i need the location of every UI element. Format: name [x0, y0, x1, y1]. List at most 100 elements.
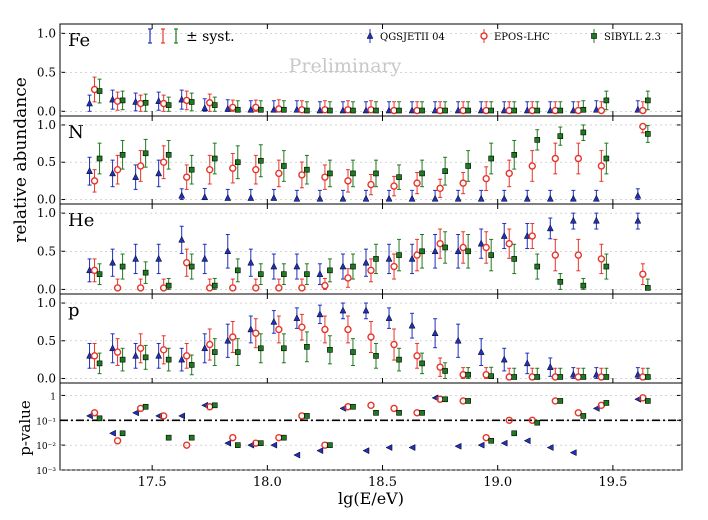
data-point-circle: [275, 105, 283, 113]
data-point-square: [396, 107, 402, 114]
data-point-circle: [298, 284, 306, 292]
data-point-square: [142, 354, 149, 361]
data-point-square: [304, 107, 310, 114]
data-point-square: [281, 345, 287, 352]
y-tick-label: 1.0: [37, 26, 56, 40]
data-point-triangle: [408, 254, 416, 262]
data-point-square: [465, 163, 471, 169]
pvalue-point-triangle: [454, 442, 462, 450]
pvalue-point-circle: [390, 404, 398, 413]
data-point-triangle: [201, 254, 209, 262]
data-point-triangle: [500, 194, 508, 202]
y-tick-label: 0.0: [37, 193, 56, 207]
data-point-square: [557, 278, 564, 285]
data-point-square: [327, 267, 333, 274]
data-point-square: [396, 174, 402, 180]
data-point-circle: [344, 274, 352, 282]
data-point-triangle: [86, 167, 93, 174]
data-point-square: [419, 170, 425, 177]
data-point-square: [327, 107, 333, 114]
data-point-triangle: [316, 270, 324, 277]
pvalue-point-circle: [482, 433, 490, 442]
data-point-triangle: [109, 258, 116, 266]
data-point-square: [165, 151, 172, 158]
data-point-circle: [229, 284, 237, 292]
data-point-circle: [298, 171, 306, 179]
y-tick-label: 0.5: [37, 155, 56, 169]
pvalue-point-triangle: [500, 439, 508, 447]
pvalue-point-square: [142, 403, 149, 410]
data-point-square: [557, 133, 564, 139]
data-point-circle: [298, 106, 306, 114]
pvalue-point-square: [419, 410, 425, 416]
data-point-triangle: [362, 258, 370, 266]
data-point-circle: [597, 255, 606, 263]
data-point-triangle: [293, 314, 301, 321]
data-point-square: [603, 155, 610, 162]
data-point-triangle: [109, 344, 116, 352]
y-axis-label-abundance: relative abundance: [11, 77, 31, 243]
data-point-square: [488, 373, 494, 380]
pvalue-point-triangle: [569, 449, 577, 457]
data-point-circle: [344, 325, 352, 334]
data-point-square: [119, 356, 126, 363]
pvalue-point-square: [350, 403, 356, 410]
pvalue-point-triangle: [109, 429, 116, 437]
data-point-triangle: [546, 224, 554, 232]
data-point-triangle: [270, 193, 278, 201]
data-point-square: [96, 360, 103, 367]
data-point-circle: [482, 243, 490, 252]
data-point-square: [373, 353, 379, 359]
data-point-circle: [528, 106, 536, 115]
data-point-circle: [183, 259, 191, 267]
data-point-triangle: [408, 194, 416, 202]
data-point-square: [645, 374, 651, 380]
data-point-circle: [551, 154, 559, 163]
pvalue-point-square: [580, 413, 587, 419]
data-point-square: [350, 263, 356, 270]
data-point-triangle: [293, 262, 301, 270]
pvalue-point-square: [557, 398, 564, 404]
data-point-triangle: [178, 235, 186, 243]
data-point-triangle: [201, 104, 209, 111]
data-point-circle: [159, 284, 168, 292]
data-point-circle: [390, 106, 398, 115]
data-point-circle: [413, 352, 421, 360]
legend-marker-square: [591, 33, 597, 39]
data-point-circle: [413, 106, 421, 115]
data-point-circle: [597, 162, 606, 170]
pvalue-point-circle: [367, 401, 375, 410]
data-point-square: [534, 107, 541, 114]
data-point-circle: [482, 371, 490, 379]
data-point-circle: [113, 165, 122, 174]
data-point-triangle: [546, 363, 554, 370]
data-point-triangle: [224, 193, 232, 201]
data-point-triangle: [454, 247, 462, 255]
pvalue-point-square: [442, 396, 448, 403]
x-tick-label: 18.0: [253, 475, 282, 490]
data-point-triangle: [477, 194, 485, 202]
data-point-circle: [136, 162, 145, 170]
data-point-square: [580, 129, 587, 136]
data-point-square: [442, 368, 448, 374]
data-point-triangle: [247, 105, 255, 113]
data-point-circle: [90, 352, 99, 360]
data-point-square: [188, 362, 195, 368]
data-point-square: [165, 282, 172, 289]
pvalue-point-circle: [136, 404, 145, 413]
data-point-circle: [183, 352, 191, 360]
data-point-square: [442, 168, 448, 174]
data-point-square: [327, 347, 333, 353]
legend-marker-circle: [480, 32, 488, 40]
pvalue-point-triangle: [270, 441, 278, 449]
data-point-square: [258, 271, 264, 277]
y-tick-label: 0.5: [37, 65, 56, 79]
data-point-triangle: [155, 97, 163, 104]
data-point-circle: [505, 169, 513, 178]
data-point-square: [258, 345, 264, 352]
data-point-square: [645, 97, 651, 104]
data-point-square: [442, 244, 448, 251]
data-point-triangle: [592, 194, 600, 202]
data-point-circle: [413, 251, 421, 259]
